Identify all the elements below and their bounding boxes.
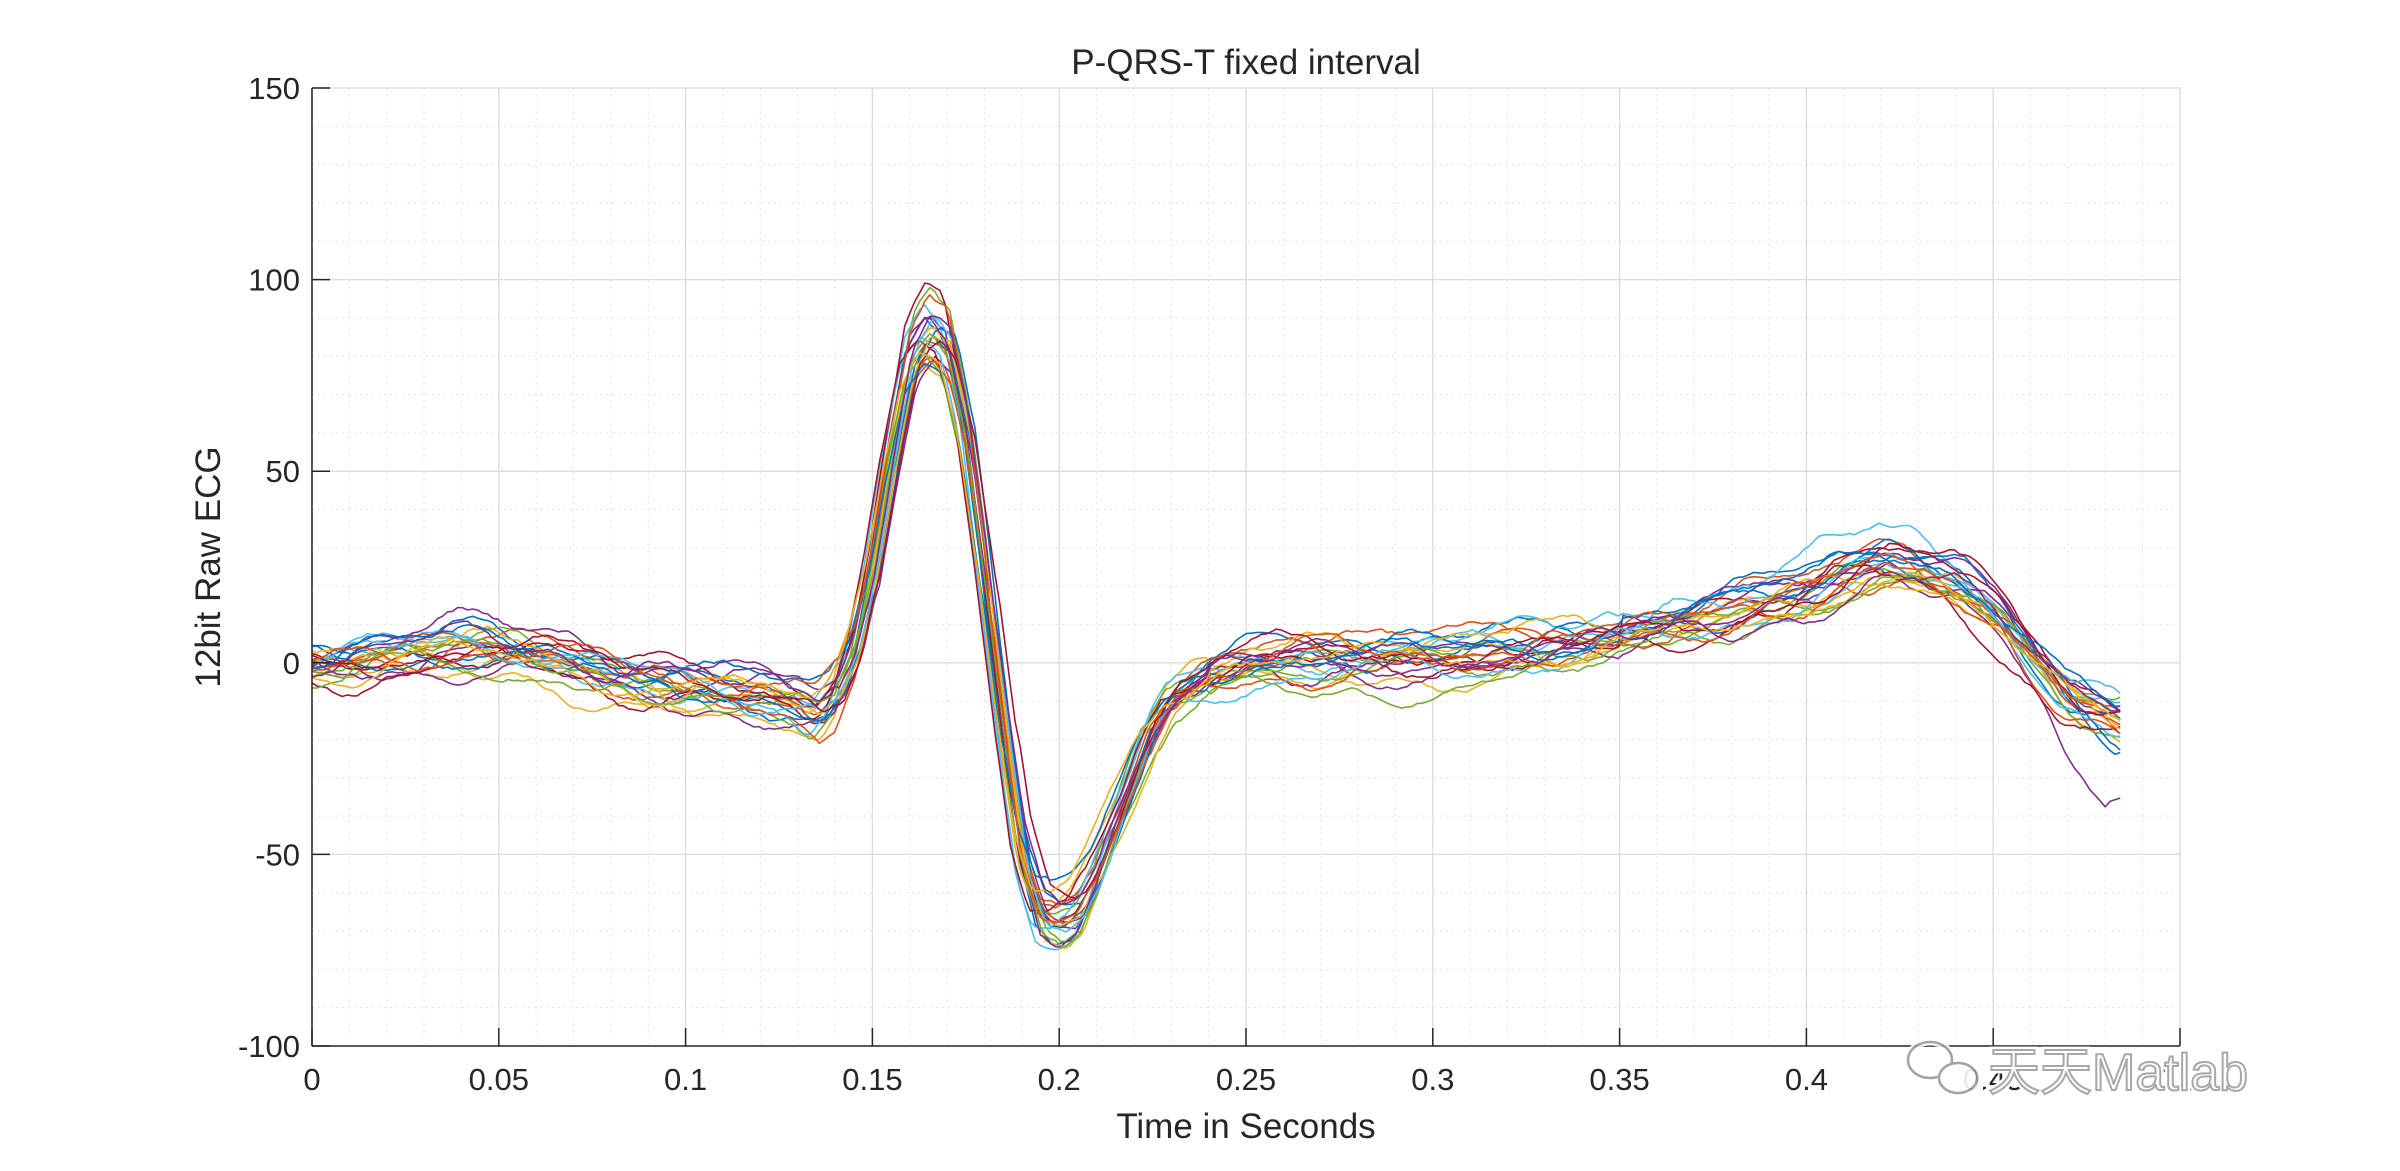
series-line-22 bbox=[311, 362, 2121, 881]
x-tick-label: 0.35 bbox=[1589, 1062, 1649, 1097]
y-tick-label: 150 bbox=[248, 71, 300, 106]
x-tick-label: 0.1 bbox=[664, 1062, 707, 1097]
wechat-icon bbox=[1904, 1038, 1981, 1097]
series-line-19 bbox=[311, 332, 2121, 948]
x-tick-label: 0.3 bbox=[1411, 1062, 1454, 1097]
y-tick-label: 0 bbox=[283, 646, 300, 681]
y-axis-label: 12bit Raw ECG bbox=[189, 446, 228, 687]
x-tick-label: 0.5 bbox=[2158, 1062, 2201, 1097]
series-line-20 bbox=[311, 315, 2121, 933]
x-tick-label: 0.15 bbox=[842, 1062, 902, 1097]
y-tick-label: 100 bbox=[248, 263, 300, 298]
plot-area: 0 0.05 0.1 0.15 0.2 0.25 0.3 0.35 0.4 0.45 0.5 -10… bbox=[238, 71, 2202, 1097]
y-tick-label: 50 bbox=[266, 454, 300, 489]
x-tick-label: 0 bbox=[303, 1062, 320, 1097]
x-tick-label: 0.4 bbox=[1785, 1062, 1828, 1097]
x-tick-label: 0.2 bbox=[1038, 1062, 1081, 1097]
series-line-24 bbox=[311, 351, 2121, 893]
y-ticks: -100 -50 0 50 100 150 bbox=[238, 71, 330, 1064]
watermark-text-outline: 天天Matlab bbox=[1988, 1044, 2248, 1102]
y-tick-label: -100 bbox=[238, 1029, 300, 1064]
x-tick-label: 0.25 bbox=[1216, 1062, 1276, 1097]
watermark: 天天Matlab 天天Matlab bbox=[1904, 1038, 2252, 1106]
watermark-text: 天天Matlab bbox=[1988, 1044, 2248, 1102]
series-line-11 bbox=[311, 355, 2121, 924]
series-line-25 bbox=[311, 315, 2121, 905]
series-line-21 bbox=[311, 340, 2121, 899]
chart-title: P-QRS-T fixed interval bbox=[1071, 43, 1420, 82]
x-tick-label: 0.05 bbox=[469, 1062, 529, 1097]
series-layer bbox=[311, 282, 2121, 951]
x-axis-label: Time in Seconds bbox=[1116, 1107, 1375, 1146]
y-tick-label: -50 bbox=[255, 837, 300, 872]
